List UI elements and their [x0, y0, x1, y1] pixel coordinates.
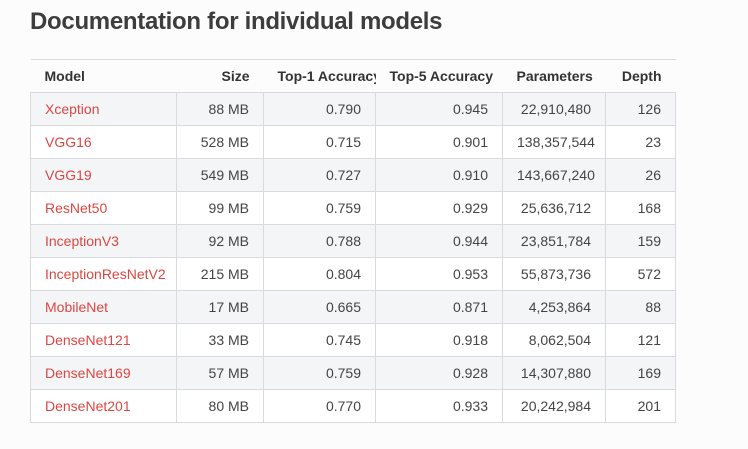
top1-cell: 0.759 [263, 191, 376, 225]
depth-cell: 572 [605, 257, 676, 291]
header-row: Model Size Top-1 Accuracy Top-5 Accuracy… [30, 59, 676, 93]
models-table: Model Size Top-1 Accuracy Top-5 Accuracy… [30, 59, 676, 423]
page-title: Documentation for individual models [30, 8, 443, 35]
table-body: Xception 88 MB 0.790 0.945 22,910,480 12… [30, 92, 676, 423]
model-cell: DenseNet201 [30, 389, 177, 423]
column-header-depth: Depth [605, 59, 676, 93]
top1-cell: 0.745 [263, 323, 376, 357]
top5-cell: 0.929 [375, 191, 503, 225]
docs-page: Documentation for individual models Mode… [30, 8, 676, 423]
top5-cell: 0.953 [375, 257, 503, 291]
model-link-densenet201[interactable]: DenseNet201 [45, 398, 131, 414]
top1-cell: 0.727 [263, 158, 376, 192]
table-row: InceptionV3 92 MB 0.788 0.944 23,851,784… [30, 224, 676, 258]
depth-cell: 169 [605, 356, 676, 390]
depth-cell: 88 [605, 290, 676, 324]
top5-cell: 0.910 [375, 158, 503, 192]
depth-cell: 121 [605, 323, 676, 357]
model-link-densenet169[interactable]: DenseNet169 [45, 365, 131, 381]
table-row: DenseNet169 57 MB 0.759 0.928 14,307,880… [30, 356, 676, 390]
table-row: VGG19 549 MB 0.727 0.910 143,667,240 26 [30, 158, 676, 192]
size-cell: 57 MB [176, 356, 264, 390]
model-cell: InceptionV3 [30, 224, 177, 258]
model-link-vgg19[interactable]: VGG19 [45, 167, 92, 183]
parameters-cell: 23,851,784 [502, 224, 606, 258]
column-header-top1-accuracy: Top-1 Accuracy [263, 59, 376, 93]
top1-cell: 0.790 [263, 92, 376, 126]
column-header-model: Model [30, 59, 177, 93]
top5-cell: 0.871 [375, 290, 503, 324]
column-header-top5-accuracy: Top-5 Accuracy [375, 59, 503, 93]
size-cell: 88 MB [176, 92, 264, 126]
size-cell: 549 MB [176, 158, 264, 192]
size-cell: 528 MB [176, 125, 264, 159]
size-cell: 80 MB [176, 389, 264, 423]
model-link-inceptionv3[interactable]: InceptionV3 [45, 233, 119, 249]
top5-cell: 0.944 [375, 224, 503, 258]
depth-cell: 159 [605, 224, 676, 258]
model-cell: DenseNet169 [30, 356, 177, 390]
top5-cell: 0.928 [375, 356, 503, 390]
top5-cell: 0.901 [375, 125, 503, 159]
model-cell: DenseNet121 [30, 323, 177, 357]
table-row: DenseNet121 33 MB 0.745 0.918 8,062,504 … [30, 323, 676, 357]
model-link-mobilenet[interactable]: MobileNet [45, 299, 109, 315]
depth-cell: 26 [605, 158, 676, 192]
table-row: InceptionResNetV2 215 MB 0.804 0.953 55,… [30, 257, 676, 291]
table-row: MobileNet 17 MB 0.665 0.871 4,253,864 88 [30, 290, 676, 324]
top1-cell: 0.788 [263, 224, 376, 258]
column-header-parameters: Parameters [502, 59, 606, 93]
parameters-cell: 22,910,480 [502, 92, 606, 126]
model-cell: VGG19 [30, 158, 177, 192]
parameters-cell: 55,873,736 [502, 257, 606, 291]
parameters-cell: 4,253,864 [502, 290, 606, 324]
top5-cell: 0.945 [375, 92, 503, 126]
parameters-cell: 25,636,712 [502, 191, 606, 225]
model-cell: ResNet50 [30, 191, 177, 225]
depth-cell: 23 [605, 125, 676, 159]
top1-cell: 0.665 [263, 290, 376, 324]
model-link-densenet121[interactable]: DenseNet121 [45, 332, 131, 348]
size-cell: 17 MB [176, 290, 264, 324]
size-cell: 99 MB [176, 191, 264, 225]
depth-cell: 126 [605, 92, 676, 126]
model-cell: InceptionResNetV2 [30, 257, 177, 291]
top1-cell: 0.759 [263, 356, 376, 390]
top1-cell: 0.804 [263, 257, 376, 291]
parameters-cell: 20,242,984 [502, 389, 606, 423]
size-cell: 92 MB [176, 224, 264, 258]
model-link-resnet50[interactable]: ResNet50 [45, 200, 108, 216]
parameters-cell: 14,307,880 [502, 356, 606, 390]
depth-cell: 168 [605, 191, 676, 225]
model-link-inceptionresnetv2[interactable]: InceptionResNetV2 [45, 266, 166, 282]
parameters-cell: 138,357,544 [502, 125, 606, 159]
table-row: VGG16 528 MB 0.715 0.901 138,357,544 23 [30, 125, 676, 159]
top5-cell: 0.918 [375, 323, 503, 357]
model-cell: VGG16 [30, 125, 177, 159]
size-cell: 33 MB [176, 323, 264, 357]
size-cell: 215 MB [176, 257, 264, 291]
table-row: ResNet50 99 MB 0.759 0.929 25,636,712 16… [30, 191, 676, 225]
column-header-size: Size [176, 59, 264, 93]
table-row: DenseNet201 80 MB 0.770 0.933 20,242,984… [30, 389, 676, 423]
table-header: Model Size Top-1 Accuracy Top-5 Accuracy… [30, 59, 676, 93]
top1-cell: 0.715 [263, 125, 376, 159]
model-link-vgg16[interactable]: VGG16 [45, 134, 92, 150]
model-cell: MobileNet [30, 290, 177, 324]
depth-cell: 201 [605, 389, 676, 423]
parameters-cell: 8,062,504 [502, 323, 606, 357]
model-cell: Xception [30, 92, 177, 126]
table-row: Xception 88 MB 0.790 0.945 22,910,480 12… [30, 92, 676, 126]
top5-cell: 0.933 [375, 389, 503, 423]
top1-cell: 0.770 [263, 389, 376, 423]
model-link-xception[interactable]: Xception [45, 101, 100, 117]
parameters-cell: 143,667,240 [502, 158, 606, 192]
